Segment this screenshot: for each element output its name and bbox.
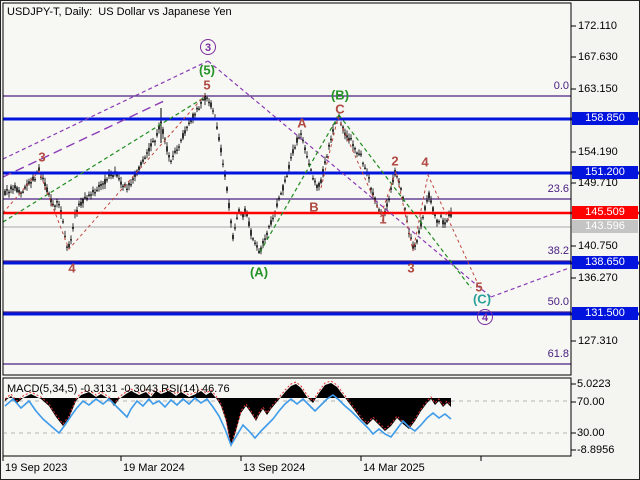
wave-label: 4 [68,260,76,276]
wave-label-circled: 3 [200,39,216,55]
wave-label: 3 [407,260,415,276]
rsi-line [4,394,452,447]
purple-apex-decline [207,60,492,298]
indicator-scale-label: 30.00 [577,427,605,439]
red-impulse-projection [337,116,479,285]
macd-signal-line [4,380,452,446]
y-axis-tick-label: 136.270 [578,272,618,284]
price-badge: 138.650 [572,256,638,269]
indicator-scale-label: -8.8956 [577,444,615,456]
fib-level-label: 38.2 [547,245,569,257]
indicator-scale-label: 70.00 [577,396,605,408]
green-a-to-c [259,114,340,253]
purple-channel-upper [2,60,209,160]
wave-label: 2 [391,153,399,169]
wave-label: (5) [199,62,215,78]
y-axis-tick-label: 140.750 [578,240,618,252]
y-axis-tick-label: 172.110 [578,20,617,32]
wave-label: (A) [249,264,269,280]
x-axis-date-label: 19 Sep 2023 [5,462,68,474]
price-badge: 158.850 [572,112,638,125]
wave-label: 4 [421,154,429,170]
red-b-to-c [320,116,339,189]
green-support-left [2,96,206,223]
indicator-scale-label: 5.0223 [577,378,611,390]
wave-label: A [297,115,307,131]
x-axis-date-label: 19 Mar 2024 [123,462,185,474]
wave-label: (C) [472,291,492,307]
y-axis-tick-label: 167.630 [578,51,618,63]
price-badge: 143.596 [572,220,638,233]
indicator-panel [4,380,570,447]
wave-label: (B) [330,87,350,103]
wave-label: 5 [475,279,483,295]
price-badge: 151.200 [572,166,638,179]
wave-label: 5 [203,77,211,93]
purple-channel-lower [2,100,165,178]
y-axis-tick-label: 163.150 [578,83,618,95]
green-c-decline [338,114,472,289]
y-axis-tick-label: 149.710 [578,177,618,189]
fib-level-label: 50.0 [547,296,569,308]
fib-level-label: 23.6 [547,183,569,195]
wave-label: 1 [379,211,387,227]
wave-label: B [309,199,319,215]
indicator-label: MACD(5,34,5) -0.3131 -0.3043 RSI(14) 46.… [7,383,230,395]
wave-label: 3 [38,149,46,165]
red-zigzag-left [2,94,206,250]
y-axis-tick-label: 154.190 [578,146,618,158]
x-axis-date-label: 14 Mar 2025 [363,462,425,474]
y-axis-tick-label: 127.310 [578,335,618,347]
wave-label-circled: 4 [477,309,493,325]
macd-area [5,383,451,447]
wave-label: C [335,101,345,117]
fib-level-label: 0.0 [553,80,569,92]
price-badge: 145.509 [572,206,638,219]
fib-level-label: 61.8 [547,348,569,360]
price-badge: 131.500 [572,307,638,320]
x-axis-date-label: 13 Sep 2024 [243,462,306,474]
chart-title: USDJPY-T, Daily: US Dollar vs Japanese Y… [7,6,232,18]
